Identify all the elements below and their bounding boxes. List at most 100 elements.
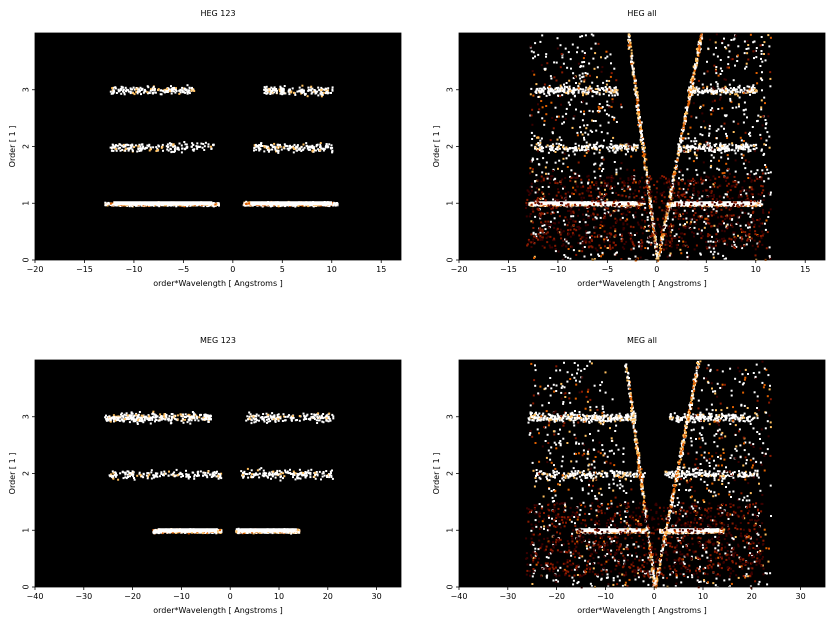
heatmap-pixel [181, 86, 184, 89]
heatmap-pixel [567, 148, 570, 151]
heatmap-pixel [685, 150, 688, 153]
heatmap-pixel [307, 205, 310, 208]
heatmap-pixel [752, 85, 754, 88]
heatmap-pixel [323, 148, 326, 151]
heatmap-pixel [706, 85, 709, 88]
heatmap-pixel [687, 145, 690, 148]
heatmap-pixel [587, 87, 590, 90]
heatmap-pixel [122, 145, 125, 148]
heatmap-pixel [314, 89, 317, 92]
heatmap-pixel [580, 148, 583, 151]
heatmap-pixel [551, 143, 554, 146]
heatmap-pixel [621, 146, 624, 149]
heatmap-pixel [687, 151, 690, 153]
heatmap-pixel [755, 147, 758, 150]
heatmap-pixel [154, 91, 157, 94]
heatmap-pixel [539, 90, 542, 93]
heatmap-pixel [179, 88, 182, 91]
heatmap-pixel [180, 144, 183, 147]
heatmap-pixel [528, 203, 531, 206]
heatmap-pixel [115, 144, 117, 147]
heatmap-pixel [167, 149, 170, 152]
heatmap-pixel [266, 145, 269, 148]
heatmap-pixel [138, 150, 141, 152]
heatmap-pixel [535, 203, 537, 206]
y-tick-label: 3 [22, 87, 31, 92]
heatmap-pixel [740, 89, 743, 92]
heatmap-pixel [271, 145, 274, 148]
heatmap-pixel [296, 144, 299, 147]
heatmap-pixel [145, 146, 148, 149]
heatmap-pixel [551, 90, 554, 93]
heatmap-pixel [559, 84, 562, 87]
heatmap-pixel [736, 90, 739, 93]
heatmap-pixel [291, 87, 294, 90]
heatmap-pixel [637, 204, 640, 207]
heatmap-pixel [169, 148, 172, 151]
heatmap-pixel [275, 89, 278, 92]
heatmap-pixel [156, 147, 159, 150]
heatmap-pixel [745, 142, 748, 145]
heatmap-pixel [559, 88, 562, 91]
heatmap-pixel [135, 91, 138, 93]
heatmap-pixel [572, 147, 575, 150]
heatmap-pixel [332, 204, 335, 207]
heatmap-pixel [326, 92, 329, 95]
heatmap-pixel [306, 95, 309, 98]
heatmap-pixel [298, 147, 301, 150]
heatmap-pixel [744, 145, 746, 148]
heatmap-pixel [319, 142, 322, 145]
heatmap-pixel [262, 145, 264, 147]
heatmap-pixel [136, 92, 139, 95]
heatmap-pixel [109, 202, 112, 205]
heatmap-pixel [125, 90, 128, 93]
heatmap-pixel [596, 91, 599, 93]
heatmap-pixel [721, 145, 724, 148]
heatmap-pixel [549, 87, 552, 90]
heatmap-pixel [314, 149, 317, 152]
heatmap-pixel [320, 86, 323, 89]
chart-title: HEG all [627, 9, 656, 18]
heatmap-pixel [320, 91, 323, 94]
heatmap-pixel [273, 86, 276, 89]
heatmap-pixel [319, 149, 321, 152]
heatmap-pixel [692, 87, 695, 90]
heatmap-pixel [283, 85, 286, 87]
heatmap-pixel [157, 89, 160, 92]
heatmap-pixel [146, 91, 149, 94]
heatmap-pixel [747, 205, 750, 208]
heatmap-pixel [141, 88, 143, 91]
heatmap-pixel [332, 202, 335, 205]
band-core [113, 201, 213, 206]
heatmap-pixels [104, 84, 339, 208]
heatmap-pixel [153, 89, 156, 92]
heatmap-pixel [577, 147, 580, 150]
heatmap-pixel [614, 150, 617, 153]
heatmap-pixel [733, 149, 736, 152]
heatmap-pixel [740, 143, 743, 146]
heatmap-pixel [729, 90, 732, 93]
band-core [250, 201, 333, 206]
heatmap-pixel [114, 87, 117, 90]
heatmap-pixel [274, 88, 277, 91]
heatmap-pixel [753, 148, 756, 151]
heatmap-pixel [163, 88, 166, 91]
heatmap-pixel [703, 90, 706, 93]
heatmap-pixel [741, 143, 744, 146]
heatmap-pixel [263, 146, 266, 149]
heatmap-pixel [120, 88, 123, 91]
heatmap-pixel [615, 147, 618, 150]
heatmap-pixel [303, 204, 306, 207]
heatmap-pixel [191, 142, 194, 145]
heatmap-pixel [130, 145, 133, 148]
heatmap-pixel [551, 148, 554, 151]
heatmap-pixel [716, 91, 719, 94]
heatmap-pixel [639, 203, 642, 206]
heatmap-pixel [614, 91, 617, 94]
heatmap-pixel [140, 93, 142, 96]
heatmap-pixel [694, 142, 697, 145]
heatmap-pixel [702, 91, 705, 93]
heatmap-pixel [310, 85, 313, 88]
heatmap-pixel [722, 143, 725, 146]
heatmap-pixel [287, 90, 290, 93]
